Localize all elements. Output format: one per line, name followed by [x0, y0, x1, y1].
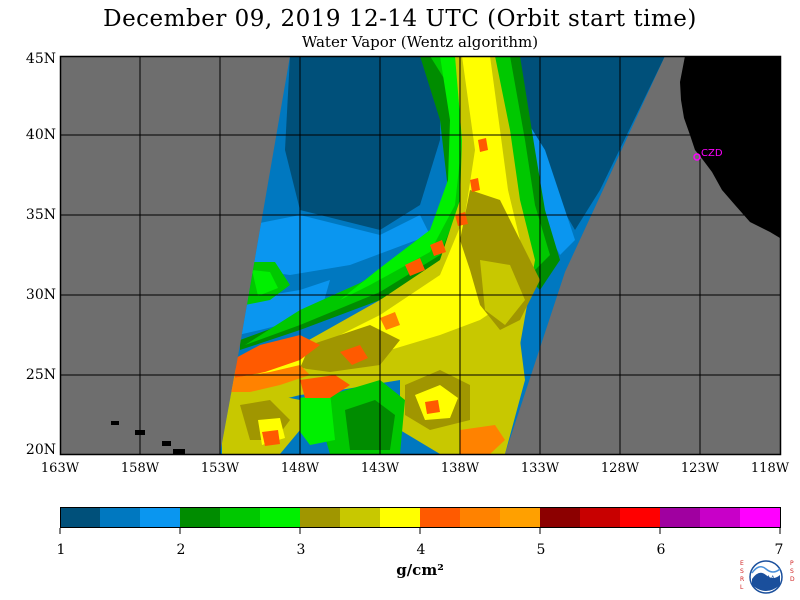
lon-label-133w: 133W: [520, 461, 560, 476]
colorbar-cell: [540, 507, 581, 528]
colorbar-cell: [180, 507, 221, 528]
land-california: [680, 56, 780, 238]
grid-lines: [60, 56, 780, 454]
island-maui: [162, 441, 171, 446]
colorbar-cell: [660, 507, 701, 528]
page-title: December 09, 2019 12-14 UTC (Orbit start…: [103, 6, 697, 32]
colorbar-cell: [620, 507, 661, 528]
colorbar-cell: [460, 507, 501, 528]
map-frame: [59, 55, 782, 456]
colorbar-cell: [60, 507, 101, 528]
lon-label-118w: 118W: [750, 461, 790, 476]
colorbar-label-7: 7: [774, 542, 784, 558]
colorbar-units: g/cm²: [396, 561, 444, 579]
colorbar-frame: [60, 507, 781, 528]
page-subtitle: Water Vapor (Wentz algorithm): [301, 33, 539, 51]
colorbar-label-6: 6: [656, 542, 666, 558]
lon-label-148w: 148W: [280, 461, 320, 476]
colorbar-cell: [740, 507, 781, 528]
colorbar-label-2: 2: [176, 542, 186, 558]
colorbar-cell: [340, 507, 381, 528]
colorbar-cell: [220, 507, 261, 528]
lat-label-40n: 40N: [25, 127, 56, 143]
colorbar-cell: [100, 507, 141, 528]
lon-label-143w: 143W: [360, 461, 400, 476]
station-czd-label: CZD: [701, 148, 723, 159]
lat-label-25n: 25N: [25, 367, 56, 383]
colorbar-cell: [260, 507, 301, 528]
lon-label-128w: 128W: [600, 461, 640, 476]
lon-label-138w: 138W: [440, 461, 480, 476]
colorbar-cell: [140, 507, 181, 528]
colorbar-cell: [500, 507, 541, 528]
lon-label-158w: 158W: [120, 461, 160, 476]
colorbar-label-1: 1: [56, 542, 66, 558]
island-hawaii: [173, 449, 185, 454]
colorbar-label-5: 5: [536, 542, 546, 558]
colorbar-cell: [420, 507, 461, 528]
island-kauai: [111, 421, 119, 425]
colorbar-cell: [300, 507, 341, 528]
lon-label-163w: 163W: [40, 461, 80, 476]
colorbar-cell: [700, 507, 741, 528]
lat-label-45n: 45N: [25, 51, 56, 67]
colorbar-label-4: 4: [416, 542, 426, 558]
station-czd-marker: CZD: [693, 148, 723, 161]
colorbar-label-3: 3: [296, 542, 306, 558]
colorbar-cell: [380, 507, 421, 528]
lat-label-35n: 35N: [25, 207, 56, 223]
logo-name: NOAA: [757, 575, 775, 582]
colorbar-cell: [580, 507, 621, 528]
lat-label-30n: 30N: [25, 287, 56, 303]
lat-label-20n: 20N: [25, 442, 56, 458]
lon-label-123w: 123W: [680, 461, 720, 476]
lon-label-153w: 153W: [200, 461, 240, 476]
